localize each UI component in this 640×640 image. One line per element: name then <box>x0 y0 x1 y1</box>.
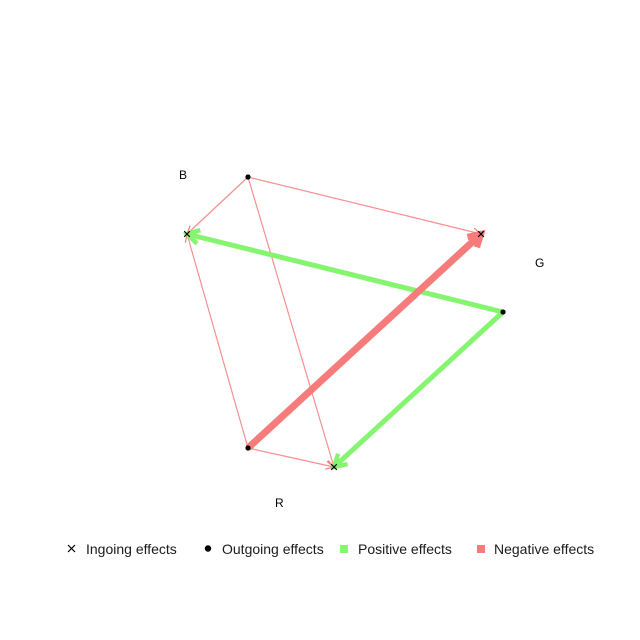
outgoing-dot-b-icon <box>245 174 251 180</box>
legend-negative-swatch-icon <box>477 545 485 553</box>
edge-b-to-r <box>247 176 335 468</box>
node-label-g: G <box>535 256 544 270</box>
edge-b-to-g <box>247 176 482 235</box>
legend-ingoing-label: Ingoing effects <box>86 541 177 557</box>
edge-r-to-r <box>247 447 335 468</box>
outgoing-dot-r-icon <box>245 445 251 451</box>
legend-outgoing-dot-icon <box>204 545 212 552</box>
edge-r-to-g <box>245 231 484 451</box>
edge-b-to-b <box>186 176 249 235</box>
markers-layer <box>183 174 506 471</box>
node-label-b: B <box>179 168 187 182</box>
ingoing-cross-r-icon <box>330 463 338 471</box>
legend-outgoing-label: Outgoing effects <box>222 541 324 557</box>
ingoing-cross-g-icon <box>477 230 485 238</box>
legend-item-outgoing: Outgoing effects <box>204 541 324 557</box>
legend-negative-label: Negative effects <box>494 541 594 557</box>
outgoing-dot-g-icon <box>500 309 506 315</box>
ingoing-cross-b-icon <box>183 230 191 238</box>
legend-positive-swatch-icon <box>340 545 348 553</box>
node-label-r: R <box>275 496 284 510</box>
edge-g-to-b <box>186 231 504 315</box>
edge-g-to-r <box>332 310 505 469</box>
legend-item-ingoing: Ingoing effects <box>67 541 177 557</box>
legend-item-negative: Negative effects <box>477 541 594 557</box>
legend-positive-label: Positive effects <box>358 541 452 557</box>
edge-r-to-b <box>186 233 249 449</box>
labels-layer: B G R <box>179 168 544 510</box>
legend-ingoing-cross-icon <box>67 544 76 553</box>
legend: Ingoing effects Outgoing effects Positiv… <box>67 541 594 557</box>
edges-layer <box>182 176 505 471</box>
legend-item-positive: Positive effects <box>340 541 452 557</box>
